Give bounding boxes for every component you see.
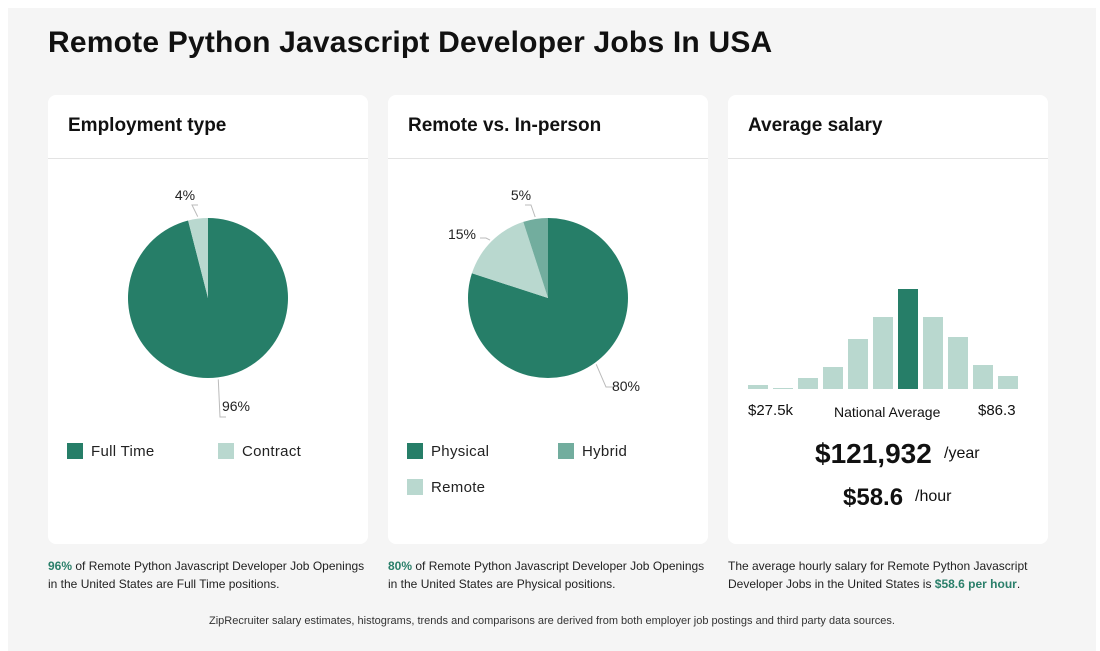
card-header: Employment type: [48, 95, 368, 159]
histogram-max-label: $86.3: [978, 402, 1016, 419]
salary-caption-highlight: $58.6 per hour: [934, 577, 1017, 591]
salary-histogram: [748, 289, 1018, 389]
pie-slice-contract: [188, 218, 208, 298]
employment-caption: 96% of Remote Python Javascript Develope…: [48, 557, 373, 593]
salary-caption-text: The average hourly salary for Remote Pyt…: [728, 559, 1028, 591]
page: Remote Python Javascript Developer Jobs …: [8, 8, 1096, 651]
legend-full-time: Full Time: [67, 442, 155, 460]
histogram-min-label: $27.5k: [748, 402, 794, 419]
page-title: Remote Python Javascript Developer Jobs …: [48, 26, 773, 59]
legend-label: Full Time: [91, 442, 155, 460]
hourly-unit: /hour: [915, 488, 952, 505]
histogram-bar: [973, 365, 993, 389]
footer-note: ZipRecruiter salary estimates, histogram…: [209, 615, 895, 627]
histogram-bar: [898, 289, 918, 389]
histogram-bar: [848, 339, 868, 389]
histogram-bar: [748, 385, 768, 389]
histogram-bar: [923, 317, 943, 389]
pie-label: 96%: [222, 398, 250, 414]
remote-caption: 80% of Remote Python Javascript Develope…: [388, 557, 713, 593]
remote-pie-chart: 80% 15% 5%: [448, 187, 640, 394]
pie-leader-line: [595, 364, 614, 388]
histogram-bar: [823, 367, 843, 389]
legend-label: Physical: [431, 442, 490, 460]
legend-contract: Contract: [218, 442, 301, 460]
card-header: Remote vs. In-person: [388, 95, 708, 159]
salary-caption: The average hourly salary for Remote Pyt…: [728, 557, 1048, 593]
legend-swatch: [67, 443, 83, 459]
pie-label: 80%: [612, 378, 640, 394]
remote-caption-pct: 80%: [388, 559, 413, 573]
yearly-salary: $121,932: [815, 438, 932, 469]
histogram-bar: [773, 388, 793, 389]
remote-caption-text: of Remote Python Javascript Developer Jo…: [388, 559, 705, 591]
pie-leader-line: [480, 237, 491, 241]
pie-label: 15%: [448, 226, 476, 242]
pie-label: 4%: [175, 187, 195, 203]
pie-leader-line: [191, 204, 199, 217]
salary-caption-end: .: [1016, 577, 1021, 591]
legend-swatch: [558, 443, 574, 459]
legend-swatch: [407, 443, 423, 459]
employment-caption-text: of Remote Python Javascript Developer Jo…: [48, 559, 365, 591]
legend-label: Remote: [431, 478, 486, 496]
legend-remote: Remote: [407, 478, 485, 496]
remote-vs-in-person-title: Remote vs. In-person: [408, 115, 602, 136]
legend-label: Contract: [242, 442, 302, 460]
histogram-bar: [798, 378, 818, 389]
average-salary-title: Average salary: [748, 115, 883, 136]
employment-caption-pct: 96%: [48, 559, 73, 573]
average-salary-card: Average salary $27.5k National Average $…: [728, 95, 1048, 544]
pie-slice-remote: [471, 221, 548, 298]
pie-leader-line: [217, 379, 226, 418]
card-header: Average salary: [728, 95, 1048, 159]
pie-slice-hybrid: [523, 218, 548, 298]
legend-physical: Physical: [407, 442, 489, 460]
pie-leader-line: [525, 204, 536, 218]
employment-type-title: Employment type: [68, 115, 227, 136]
histogram-bar: [873, 317, 893, 389]
histogram-bar: [998, 376, 1018, 389]
remote-vs-in-person-card: Remote vs. In-person 80% 15% 5% Physical H…: [388, 95, 708, 544]
yearly-unit: /year: [944, 445, 980, 462]
employment-type-card: Employment type 96% 4% Full Time Contract: [48, 95, 368, 544]
legend-label: Hybrid: [582, 442, 628, 460]
pie-label: 5%: [511, 187, 531, 203]
hourly-salary: $58.6: [843, 484, 904, 511]
legend-hybrid: Hybrid: [558, 442, 627, 460]
histogram-national-average-label: National Average: [834, 404, 941, 420]
legend-swatch: [407, 479, 423, 495]
legend-swatch: [218, 443, 234, 459]
employment-pie-chart: 96% 4%: [127, 187, 288, 418]
histogram-bar: [948, 337, 968, 389]
